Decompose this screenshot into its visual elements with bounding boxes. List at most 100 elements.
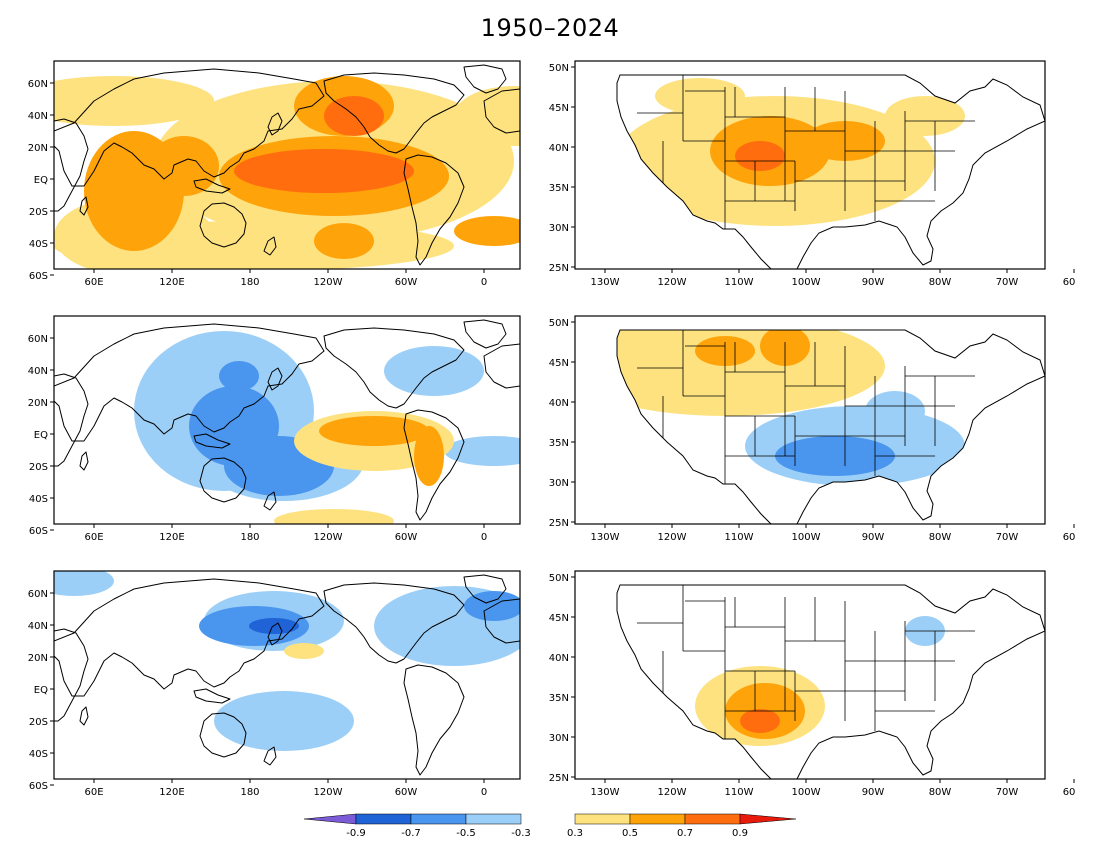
anomaly-blob-p05 — [414, 426, 444, 486]
anomaly-blob-p05 — [149, 136, 219, 196]
lat-tick-label: 60N — [28, 589, 48, 600]
coastline — [54, 323, 325, 442]
map-frame — [53, 315, 521, 525]
anomaly-blob-n03 — [54, 571, 114, 596]
anomaly-blob-p03 — [655, 78, 745, 114]
colorbar-segment-p09 — [739, 813, 797, 825]
lon-tick-label: 60W — [395, 532, 418, 543]
lon-tick-label: 180 — [240, 787, 259, 798]
colorbar-label: 0.7 — [677, 828, 693, 839]
lat-tick-label: 35N — [549, 183, 569, 194]
coastline — [267, 622, 283, 646]
coastline — [79, 706, 89, 726]
map-frame — [53, 60, 521, 270]
lon-tick-label: 90W — [862, 532, 885, 543]
colorbar-label: -0.5 — [456, 828, 476, 839]
us-map-panel-3: 50N 45N 40N 35N 30N 25N 130W 120W 110W 100W 90W 80W… — [545, 565, 1075, 805]
coastline — [79, 451, 89, 471]
colorbar-segment-pos — [574, 813, 631, 825]
lat-tick-label: 60S — [29, 526, 48, 537]
coastline — [463, 319, 507, 349]
coastline — [323, 72, 465, 154]
lon-tick-label: 0 — [481, 532, 487, 543]
lon-tick-label: 130W — [591, 532, 620, 543]
lat-tick-label: 40N — [549, 143, 569, 154]
lat-tick-label: 40S — [29, 494, 48, 505]
lon-tick-label: 70W — [996, 277, 1019, 288]
anomaly-blob-p03 — [284, 643, 324, 659]
lat-tick-label: 25N — [549, 263, 569, 274]
lon-tick-label: 120E — [159, 787, 184, 798]
coastline — [403, 664, 465, 776]
lon-tick-label: 70W — [996, 787, 1019, 798]
lon-tick-label: 60E — [84, 532, 103, 543]
lat-tick-label: 20N — [28, 398, 48, 409]
global-map-panel-2: 60N 40N 20N EQ 20S 40S 60S 60E 120E 180 120W 60W 0 — [10, 310, 540, 550]
lon-tick-label: 100W — [792, 787, 821, 798]
lat-tick-label: 40N — [28, 621, 48, 632]
lon-tick-label: 120W — [658, 532, 687, 543]
anomaly-blob-p07 — [234, 149, 414, 193]
coastline — [193, 688, 231, 704]
anomaly-blob-p03 — [54, 76, 214, 126]
coastline — [54, 118, 89, 212]
coastline — [323, 582, 465, 664]
anomaly-blob-p07 — [740, 709, 780, 733]
lon-tick-label: 60W — [1063, 532, 1075, 543]
anomaly-blob-p05 — [314, 223, 374, 259]
lat-tick-label: EQ — [34, 175, 48, 186]
lon-tick-label: 80W — [929, 277, 952, 288]
lat-tick-label: 40N — [28, 366, 48, 377]
lat-tick-label: EQ — [34, 685, 48, 696]
colorbar: -0.9 -0.7 -0.5 -0.3 0.3 0.5 0.7 0.9 — [300, 812, 800, 846]
us-map-svg: 50N 45N 40N 35N 30N 25N 130W 120W 110W 100W 90W 80W… — [549, 570, 1075, 798]
colorbar-segment-pos — [629, 813, 686, 825]
lon-tick-label: 120W — [314, 532, 343, 543]
lat-tick-label: 40S — [29, 239, 48, 250]
lat-tick-label: EQ — [34, 430, 48, 441]
page-title: 1950–2024 — [480, 14, 620, 42]
anomaly-blob-n05 — [219, 361, 259, 391]
coastline — [267, 112, 283, 136]
global-map-panel-1: 60N 40N 20N EQ 20S 40S 60S 60E 120E 180 120W 60W 0 — [10, 55, 540, 295]
us-coastline — [616, 584, 1046, 780]
us-map-svg: 50N 45N 40N 35N 30N 25N 130W 120W 110W 100W 90W 80W… — [549, 60, 1075, 288]
lon-tick-label: 60E — [84, 787, 103, 798]
coastline — [483, 88, 520, 134]
lat-tick-label: 60S — [29, 271, 48, 282]
coastline — [483, 598, 520, 644]
anomaly-blob-p05 — [454, 216, 520, 246]
anomaly-blob-p03 — [274, 509, 394, 524]
coastline — [403, 409, 465, 521]
lat-tick-label: 40N — [549, 653, 569, 664]
lon-tick-label: 120E — [159, 532, 184, 543]
us-map-panel-1: 50N 45N 40N 35N 30N 25N 130W 120W 110W 100W 90W 80W… — [545, 55, 1075, 295]
lat-tick-label: 30N — [549, 223, 569, 234]
lat-tick-label: 20S — [29, 207, 48, 218]
lon-tick-label: 90W — [862, 277, 885, 288]
colorbar-segment-neg — [465, 813, 522, 825]
coastline — [403, 154, 465, 266]
global-map-svg: 60N 40N 20N EQ 20S 40S 60S 60E 120E 180 120W 60W 0 — [28, 60, 521, 288]
colorbar-label: 0.5 — [622, 828, 638, 839]
us-map-svg: 50N 45N 40N 35N 30N 25N 130W 120W 110W 100W 90W 80W… — [549, 315, 1075, 543]
lat-tick-label: 35N — [549, 693, 569, 704]
map-frame — [574, 570, 1046, 780]
coastline — [54, 373, 89, 467]
lat-tick-label: 50N — [549, 573, 569, 584]
lat-tick-label: 40S — [29, 749, 48, 760]
coastline — [267, 367, 283, 391]
colorbar-label: 0.9 — [732, 828, 748, 839]
lat-tick-label: 45N — [549, 103, 569, 114]
colorbar-segment-n09 — [303, 813, 357, 825]
coastline — [463, 574, 507, 604]
lat-tick-label: 40N — [28, 111, 48, 122]
us-coastline — [616, 329, 1046, 525]
coastline — [193, 178, 231, 194]
lat-tick-label: 60S — [29, 781, 48, 792]
lat-tick-label: 60N — [28, 79, 48, 90]
lon-tick-label: 120W — [314, 787, 343, 798]
colorbar-segment-neg — [355, 813, 412, 825]
lon-tick-label: 120W — [658, 787, 687, 798]
lat-tick-label: 40N — [549, 398, 569, 409]
